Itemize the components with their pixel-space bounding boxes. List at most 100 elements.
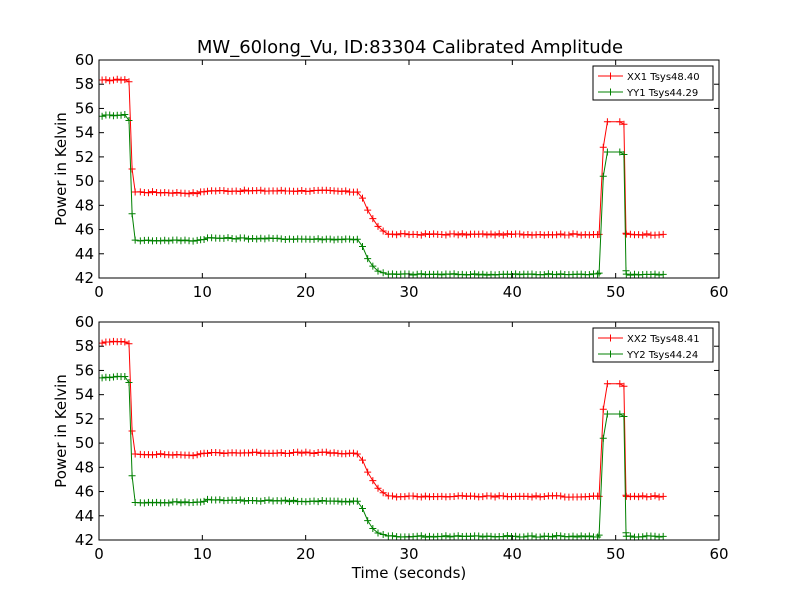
data-point	[603, 118, 611, 126]
data-point	[499, 533, 507, 541]
data-point	[659, 492, 667, 500]
data-point	[585, 532, 593, 540]
data-point	[257, 497, 265, 505]
data-point	[144, 236, 152, 244]
data-point	[479, 230, 487, 238]
data-point	[353, 188, 361, 196]
data-point	[379, 269, 387, 277]
data-point	[491, 493, 499, 501]
data-point	[421, 492, 429, 500]
data-point	[121, 373, 129, 380]
data-point	[374, 222, 382, 230]
data-point	[121, 76, 129, 84]
data-point	[338, 187, 346, 195]
y-tick-label: 46	[75, 483, 94, 501]
data-point	[302, 448, 310, 456]
data-point	[557, 532, 565, 540]
data-point	[193, 190, 201, 198]
data-point	[417, 532, 425, 540]
data-point	[236, 187, 244, 195]
data-point	[577, 270, 585, 278]
data-point	[553, 231, 561, 239]
data-point	[359, 456, 366, 464]
data-point	[599, 434, 607, 442]
data-point	[595, 230, 603, 238]
data-point	[197, 450, 205, 458]
data-point	[603, 148, 611, 156]
data-point	[257, 186, 265, 194]
y-tick-label: 50	[75, 434, 94, 452]
data-point	[417, 270, 425, 278]
data-point	[458, 230, 466, 238]
data-point	[499, 231, 507, 239]
legend-entry: XX1 Tsys48.40	[627, 72, 700, 83]
data-point	[487, 230, 495, 238]
data-point	[128, 165, 136, 173]
data-point	[487, 492, 495, 500]
data-point	[379, 530, 387, 538]
data-point	[136, 188, 144, 196]
data-point	[454, 231, 462, 239]
data-point	[454, 532, 462, 540]
data-point	[503, 532, 511, 540]
data-point	[557, 270, 565, 278]
data-point	[450, 230, 458, 238]
data-point	[585, 231, 593, 239]
data-point	[565, 533, 573, 541]
data-point	[647, 493, 655, 501]
data-point	[181, 236, 189, 244]
data-point	[359, 505, 366, 513]
data-point	[421, 230, 429, 238]
data-point	[369, 262, 377, 270]
y-tick-label: 56	[75, 361, 94, 379]
x-tick-label: 30	[399, 283, 418, 301]
data-point	[401, 493, 409, 501]
data-point	[220, 234, 228, 242]
y-tick-label: 54	[75, 124, 94, 142]
data-point	[651, 532, 659, 540]
data-point	[109, 373, 117, 381]
data-point	[479, 270, 487, 278]
data-point	[189, 452, 197, 460]
data-point	[495, 230, 503, 238]
data-point	[228, 234, 236, 242]
data-point	[318, 236, 326, 244]
data-point	[569, 230, 577, 238]
x-tick-label: 0	[94, 545, 104, 563]
data-point	[364, 468, 372, 476]
data-point	[232, 497, 240, 505]
data-point	[257, 234, 265, 242]
data-point	[342, 187, 350, 195]
y-tick-label: 56	[75, 99, 94, 117]
data-point	[314, 235, 322, 243]
data-point	[169, 451, 177, 459]
x-tick-label: 10	[193, 545, 212, 563]
data-point	[125, 340, 133, 348]
data-point	[599, 172, 607, 180]
series-markers-1	[98, 75, 667, 239]
data-point	[353, 450, 361, 458]
data-point	[334, 497, 342, 505]
data-point	[189, 189, 197, 197]
data-point	[388, 492, 396, 500]
data-point	[322, 448, 330, 456]
data-point	[240, 497, 248, 505]
data-point	[364, 206, 372, 214]
data-point	[369, 525, 377, 533]
data-point	[467, 270, 474, 278]
data-point	[121, 111, 129, 118]
data-point	[479, 493, 487, 501]
data-point	[298, 187, 306, 195]
legend-entry: YY1 Tsys44.29	[626, 88, 698, 99]
series-markers-1	[98, 337, 667, 501]
data-point	[599, 405, 607, 413]
data-point	[528, 270, 536, 278]
data-point	[528, 532, 536, 540]
legend-marker	[607, 72, 614, 80]
data-point	[240, 186, 248, 194]
data-point	[374, 267, 382, 275]
data-point	[346, 498, 354, 506]
data-point	[342, 497, 350, 505]
data-point	[277, 186, 285, 194]
data-point	[109, 76, 117, 84]
